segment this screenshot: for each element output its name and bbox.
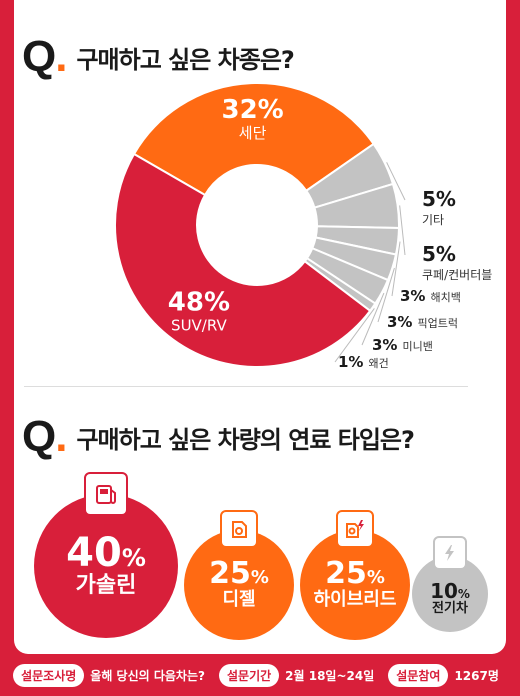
- donut-slice-0: [132, 82, 375, 197]
- leader-line: [334, 308, 375, 363]
- fuel-bubble-diesel: 25% 디젤: [184, 510, 294, 640]
- slice-outside-category: 기타: [422, 213, 444, 227]
- survey-period: 2월 18일~24일: [285, 668, 375, 683]
- slice-outside-category: 쿠페/컨버터블: [422, 268, 492, 282]
- leader-line: [391, 241, 401, 297]
- hybrid-percent: 25%: [325, 556, 385, 592]
- bolt-icon: [433, 536, 467, 570]
- fuel-bubble-gasoline: 40% 가솔린: [34, 472, 178, 638]
- electric-label: 전기차: [432, 601, 468, 617]
- electric-percent: 10%: [430, 579, 470, 604]
- fuel-bubble-electric: 10% 전기차: [412, 536, 488, 632]
- slice-percent-label: 48%: [168, 287, 230, 317]
- fuel-can-icon: [220, 510, 258, 548]
- question-1: Q. 구매하고 싶은 차종은?: [22, 32, 295, 82]
- slice-category-label: SUV/RV: [171, 316, 227, 334]
- donut-slice-7: [114, 152, 372, 368]
- survey-name: 올해 당신의 다음차는?: [90, 668, 205, 683]
- leader-line: [377, 267, 395, 323]
- diesel-percent: 25%: [209, 556, 269, 592]
- question-2: Q. 구매하고 싶은 차량의 연료 타입은?: [22, 412, 415, 462]
- gas-pump-icon: [84, 472, 128, 516]
- slice-percent-label: 32%: [221, 95, 283, 125]
- slice-outside-label: 5%: [422, 187, 456, 211]
- slice-outside-label: 3% 미니밴: [372, 336, 433, 354]
- survey-name-pill: 설문조사명: [13, 663, 85, 687]
- participants-pill: 설문참여: [388, 663, 449, 687]
- participants: 1267명: [454, 668, 499, 683]
- slice-outside-label: 3% 픽업트럭: [387, 313, 458, 331]
- leader-line: [386, 162, 406, 201]
- slice-outside-label: 1% 왜건: [338, 353, 389, 371]
- diesel-label: 디젤: [222, 589, 256, 611]
- q-mark: Q.: [22, 412, 67, 461]
- footer: 설문조사명 올해 당신의 다음차는? 설문기간 2월 18일~24일 설문참여 …: [0, 660, 520, 690]
- leader-line: [399, 205, 406, 256]
- slice-outside-label: 3% 해치백: [400, 287, 461, 305]
- gasoline-percent: 40%: [66, 529, 146, 576]
- hybrid-label: 하이브리드: [313, 589, 397, 611]
- question-2-title: 구매하고 싶은 차량의 연료 타입은?: [76, 425, 414, 454]
- leader-line: [361, 292, 385, 346]
- gasoline-label: 가솔린: [75, 572, 137, 598]
- question-1-title: 구매하고 싶은 차종은?: [76, 45, 294, 74]
- q-mark: Q.: [22, 32, 67, 81]
- section-divider: [24, 386, 468, 387]
- fuel-can-bolt-icon: [336, 510, 374, 548]
- survey-period-pill: 설문기간: [218, 663, 280, 687]
- fuel-bubble-hybrid: 25% 하이브리드: [300, 510, 410, 640]
- slice-outside-label: 5%: [422, 242, 456, 266]
- slice-category-label: 세단: [239, 124, 267, 142]
